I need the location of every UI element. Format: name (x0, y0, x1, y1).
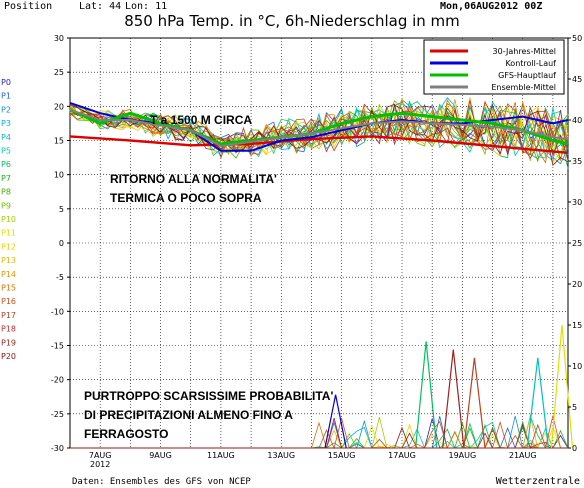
y-axis-right: 0 5 10 15 20 25 30 35 40 45 50 (568, 34, 582, 453)
precipitation-series (70, 324, 574, 450)
precip-peak (526, 357, 549, 449)
series-line (69, 135, 569, 154)
normal-annotation-1: RITORNO ALLA NORMALITA' (110, 172, 277, 186)
brand-label: Wetterzentrale (496, 476, 580, 487)
member-label: P6 (1, 160, 11, 169)
y-right-tick-label: 25 (572, 239, 582, 248)
y-left-tick-label: 5 (59, 205, 64, 214)
y-right-tick-label: 5 (572, 403, 577, 412)
y-left-tick-label: 30 (54, 34, 64, 43)
y-left-tick-label: 25 (54, 68, 64, 77)
x-tick-label: 15AUG (328, 451, 356, 460)
member-label: P4 (1, 133, 11, 142)
legend-label: 30-Jahres-Mittel (493, 47, 556, 56)
normal-annotation-2: TERMICA O POCO SOPRA (110, 191, 262, 205)
member-label: P16 (1, 297, 16, 306)
precip-peak (442, 349, 465, 449)
x-tick-label: 13AUG (267, 451, 295, 460)
y-right-tick-label: 10 (572, 362, 582, 371)
member-label: P10 (1, 215, 16, 224)
y-left-tick-label: 0 (59, 239, 64, 248)
y-left-tick-label: 20 (54, 102, 64, 111)
x-tick-label: 19AUG (449, 451, 477, 460)
member-line (69, 103, 569, 154)
precip-peak (324, 394, 347, 449)
precip-annotation-2: DI PRECIPITAZIONI ALMENO FINO A (84, 408, 293, 422)
y-left-tick-label: -25 (51, 410, 64, 419)
member-line (69, 103, 569, 162)
y-left-tick-label: -10 (51, 307, 64, 316)
member-label: P19 (1, 338, 16, 347)
member-label: P3 (1, 119, 11, 128)
y-right-tick-label: 20 (572, 280, 582, 289)
x-tick-label: 2012 (90, 460, 110, 469)
member-label: P13 (1, 256, 16, 265)
member-label: P20 (1, 352, 16, 361)
member-label: P8 (1, 188, 11, 197)
x-tick-label: 11AUG (207, 451, 235, 460)
y-left-tick-label: 10 (54, 171, 64, 180)
y-left-tick-label: -5 (56, 273, 64, 282)
member-label: P5 (1, 147, 11, 156)
member-label: P1 (1, 92, 11, 101)
member-label: P14 (1, 270, 16, 279)
y-left-tick-label: -15 (51, 342, 64, 351)
y-right-tick-label: 15 (572, 321, 582, 330)
series-line (69, 108, 569, 147)
legend-label: GFS-Hauptlauf (498, 71, 556, 80)
legend: 30-Jahres-Mittel Kontroll-Lauf GFS-Hauptla… (423, 39, 565, 95)
member-label: P11 (1, 229, 16, 238)
precip-peak (463, 357, 486, 449)
main-series (69, 101, 569, 154)
member-label: P15 (1, 284, 16, 293)
y-left-tick-label: -20 (51, 376, 64, 385)
temp-annotation: T a 1500 M CIRCA (150, 113, 252, 127)
legend-box (423, 39, 565, 95)
precip-annotation-3: FERRAGOSTO (84, 427, 168, 441)
latitude-label: Lat: 44 (79, 1, 121, 12)
plot-area (69, 37, 574, 450)
member-label: P9 (1, 201, 11, 210)
x-tick-label: 17AUG (388, 451, 416, 460)
member-label: P7 (1, 174, 11, 183)
longitude-label: Lon: 11 (125, 1, 167, 12)
member-label: P18 (1, 325, 16, 334)
series-line (69, 108, 569, 146)
member-label: P12 (1, 242, 16, 251)
member-label: P0 (1, 78, 11, 87)
member-line (69, 100, 569, 156)
position-label: Position (4, 1, 52, 12)
y-right-tick-label: 50 (572, 34, 582, 43)
member-legend: P0 P1 P2 P3 P4 P5 P6 P7 P8 P9 P10 P11 P12 P13 P14 P15 P1… (1, 78, 16, 361)
y-right-tick-label: 30 (572, 198, 582, 207)
y-right-tick-label: 35 (572, 157, 582, 166)
precip-annotation-1: PURTROPPO SCARSISSIME PROBABILITA' (84, 389, 333, 403)
chart-title: 850 hPa Temp. in °C, 6h-Niederschlag in … (124, 12, 460, 30)
legend-label: Ensemble-Mittel (491, 83, 556, 92)
y-right-tick-label: 0 (572, 444, 577, 453)
legend-label: Kontroll-Lauf (505, 59, 556, 68)
y-axis-left: -30 -25 -20 -15 -10 -5 0 5 10 15 20 25 30 (51, 34, 70, 453)
x-tick-label: 21AUG (509, 451, 537, 460)
x-tick-label: 9AUG (149, 451, 172, 460)
y-left-tick-label: 15 (54, 137, 64, 146)
y-right-tick-label: 40 (572, 116, 582, 125)
precip-peak (415, 341, 438, 449)
member-label: P17 (1, 311, 16, 320)
x-tick-label: 7AUG (89, 451, 112, 460)
member-label: P2 (1, 105, 11, 114)
source-credit: Daten: Ensembles des GFS von NCEP (72, 477, 251, 487)
y-right-tick-label: 45 (572, 75, 582, 84)
run-date: Mon,06AUG2012 00Z (440, 1, 542, 12)
y-left-tick-label: -30 (51, 444, 64, 453)
